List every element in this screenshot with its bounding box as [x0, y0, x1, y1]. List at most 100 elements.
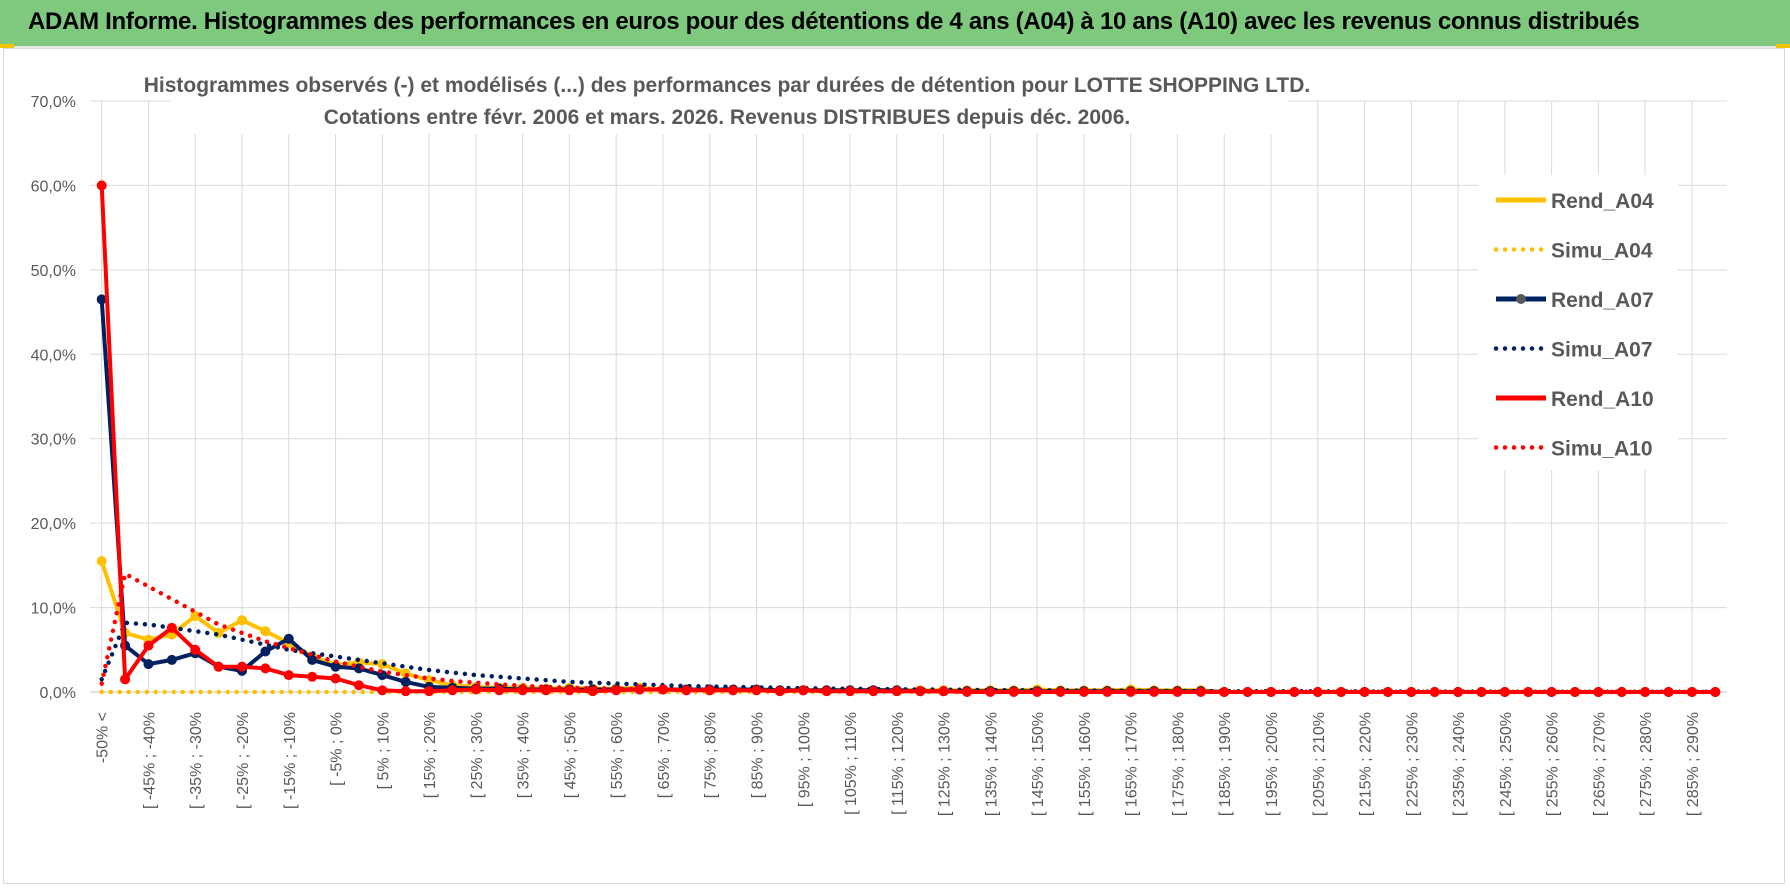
- chart-title-group: Histogrammes observés (-) et modélisés (…: [144, 64, 1311, 134]
- legend-marker: [1516, 294, 1526, 304]
- data-point: [728, 685, 739, 696]
- data-point: [1125, 687, 1136, 697]
- legend: Rend_A04 Simu_A04 Rend_A07 Simu_A07 Rend_A10…: [1478, 175, 1678, 470]
- series-rend-a07: [99, 299, 1716, 694]
- data-point: [400, 686, 411, 697]
- data-point: [1663, 687, 1674, 697]
- chart-title-line: Histogrammes observés (-) et modélisés (…: [144, 74, 1311, 97]
- data-point: [400, 676, 411, 687]
- y-tick-label: 0,0%: [40, 685, 76, 702]
- data-point: [307, 654, 318, 665]
- x-tick-label: [ 255% ; 260%: [1545, 712, 1562, 816]
- x-tick-label: [ -35% ; -30%: [188, 712, 205, 809]
- y-tick-label: 30,0%: [31, 432, 76, 449]
- x-tick-label: [ 235% ; 240%: [1451, 712, 1468, 816]
- data-point: [1406, 687, 1417, 697]
- data-point: [166, 622, 177, 633]
- x-tick-label: -50% <: [95, 712, 112, 763]
- data-point: [447, 685, 458, 696]
- data-point: [260, 626, 271, 637]
- data-point: [237, 661, 248, 672]
- x-tick-label: [ 25% ; 30%: [469, 712, 486, 798]
- x-tick-label: [ 205% ; 210%: [1311, 712, 1328, 816]
- x-tick-label: [ 15% ; 20%: [422, 712, 439, 798]
- data-point: [891, 686, 902, 697]
- data-point: [1289, 687, 1300, 697]
- data-point: [657, 684, 668, 695]
- data-point: [96, 294, 107, 305]
- x-tick-label: [ 115% ; 120%: [890, 712, 907, 815]
- x-tick-label: [ 135% ; 140%: [983, 712, 1000, 816]
- data-point: [283, 633, 294, 644]
- data-point: [1008, 687, 1019, 697]
- data-point: [1312, 687, 1323, 697]
- data-point: [494, 685, 505, 696]
- data-point: [353, 680, 364, 691]
- x-tick-label: [ 95% ; 100%: [796, 712, 813, 807]
- series-simu-a10: [99, 571, 1718, 695]
- x-tick-label: [ 215% ; 220%: [1358, 712, 1375, 816]
- x-tick-label: [ 165% ; 170%: [1124, 712, 1141, 816]
- x-tick-label: [ -15% ; -10%: [282, 712, 299, 809]
- chart-title-background: [170, 64, 1288, 134]
- data-point: [190, 644, 201, 655]
- x-tick-label: [ 105% ; 110%: [843, 712, 860, 815]
- y-tick-label: 40,0%: [31, 347, 76, 364]
- corner-marker-right: [1776, 44, 1790, 48]
- data-point: [774, 686, 785, 697]
- x-tick-label: [ 245% ; 250%: [1498, 712, 1515, 816]
- data-point: [424, 686, 435, 697]
- data-point: [377, 685, 388, 696]
- x-tick-label: [ 175% ; 180%: [1170, 712, 1187, 816]
- data-point: [1710, 687, 1721, 697]
- data-point: [283, 670, 294, 681]
- data-point: [96, 180, 107, 191]
- x-tick-label: [ 265% ; 270%: [1591, 712, 1608, 816]
- x-tick-label: [ 5% ; 10%: [375, 712, 392, 789]
- x-tick-label: [ 225% ; 230%: [1404, 712, 1421, 816]
- header-banner: ADAM Informe. Histogrammes des performan…: [0, 0, 1790, 48]
- legend-entry-label: Simu_A04: [1551, 240, 1653, 263]
- x-tick-label: [ 65% ; 70%: [656, 712, 673, 798]
- x-tick-label: [ 185% ; 190%: [1217, 712, 1234, 816]
- x-tick-label: [ -5% ; 0%: [329, 712, 346, 786]
- page-title: ADAM Informe. Histogrammes des performan…: [28, 8, 1640, 35]
- chart-area-border: [3, 48, 1785, 884]
- corner-marker-left: [0, 44, 14, 48]
- chart-title-line: Cotations entre févr. 2006 et mars. 2026…: [324, 106, 1131, 129]
- data-point: [1476, 687, 1487, 697]
- x-tick-label: [ 125% ; 130%: [937, 712, 954, 816]
- data-point: [120, 674, 131, 685]
- data-point: [1546, 687, 1557, 697]
- x-tick-label: [ 155% ; 160%: [1077, 712, 1094, 816]
- data-point: [143, 640, 154, 651]
- legend-entry-label: Rend_A07: [1551, 289, 1654, 312]
- legend-entry-label: Rend_A10: [1551, 388, 1654, 411]
- data-point: [166, 654, 177, 665]
- data-point: [845, 686, 856, 697]
- data-point: [143, 659, 154, 670]
- data-point: [330, 673, 341, 684]
- x-tick-label: [ 145% ; 150%: [1030, 712, 1047, 816]
- data-point: [1359, 687, 1370, 697]
- data-point: [260, 663, 271, 674]
- x-tick-label: [ 285% ; 290%: [1685, 712, 1702, 816]
- y-tick-label: 10,0%: [31, 601, 76, 618]
- y-tick-label: 70,0%: [31, 94, 76, 111]
- data-point: [1429, 687, 1440, 697]
- data-point: [260, 646, 271, 657]
- y-axis-ticks: 0,0% 10,0% 20,0% 30,0% 40,0% 50,0% 60,0% 70,0%: [31, 94, 76, 702]
- data-point: [470, 684, 481, 695]
- data-point: [1593, 687, 1604, 697]
- data-point: [1523, 687, 1534, 697]
- x-tick-label: [ 55% ; 60%: [609, 712, 626, 798]
- data-point: [190, 611, 201, 622]
- data-point: [96, 556, 107, 567]
- data-point: [330, 661, 341, 672]
- data-point: [213, 661, 224, 672]
- legend-background: [1478, 175, 1678, 470]
- y-tick-label: 20,0%: [31, 516, 76, 533]
- y-tick-label: 50,0%: [31, 263, 76, 280]
